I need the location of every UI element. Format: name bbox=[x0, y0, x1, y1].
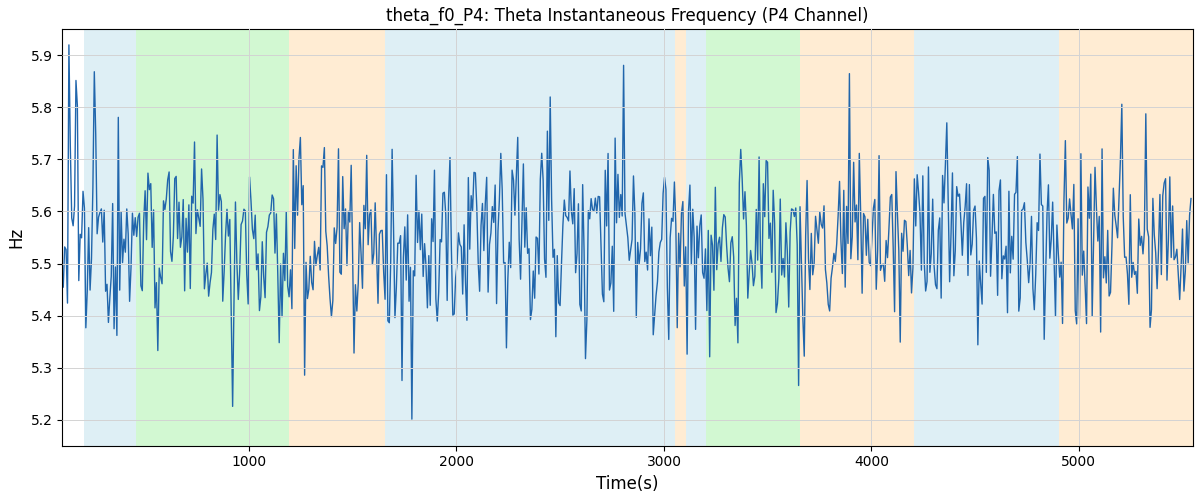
Bar bbox=[800, 30, 914, 446]
X-axis label: Time(s): Time(s) bbox=[596, 475, 659, 493]
Bar bbox=[136, 30, 289, 446]
Y-axis label: Hz: Hz bbox=[7, 227, 25, 248]
Bar bbox=[685, 30, 707, 446]
Bar bbox=[289, 30, 385, 446]
Bar bbox=[676, 30, 685, 446]
Bar bbox=[385, 30, 676, 446]
Bar bbox=[1060, 30, 1193, 446]
Bar bbox=[84, 30, 136, 446]
Bar bbox=[707, 30, 800, 446]
Title: theta_f0_P4: Theta Instantaneous Frequency (P4 Channel): theta_f0_P4: Theta Instantaneous Frequen… bbox=[386, 7, 869, 25]
Bar bbox=[914, 30, 1060, 446]
